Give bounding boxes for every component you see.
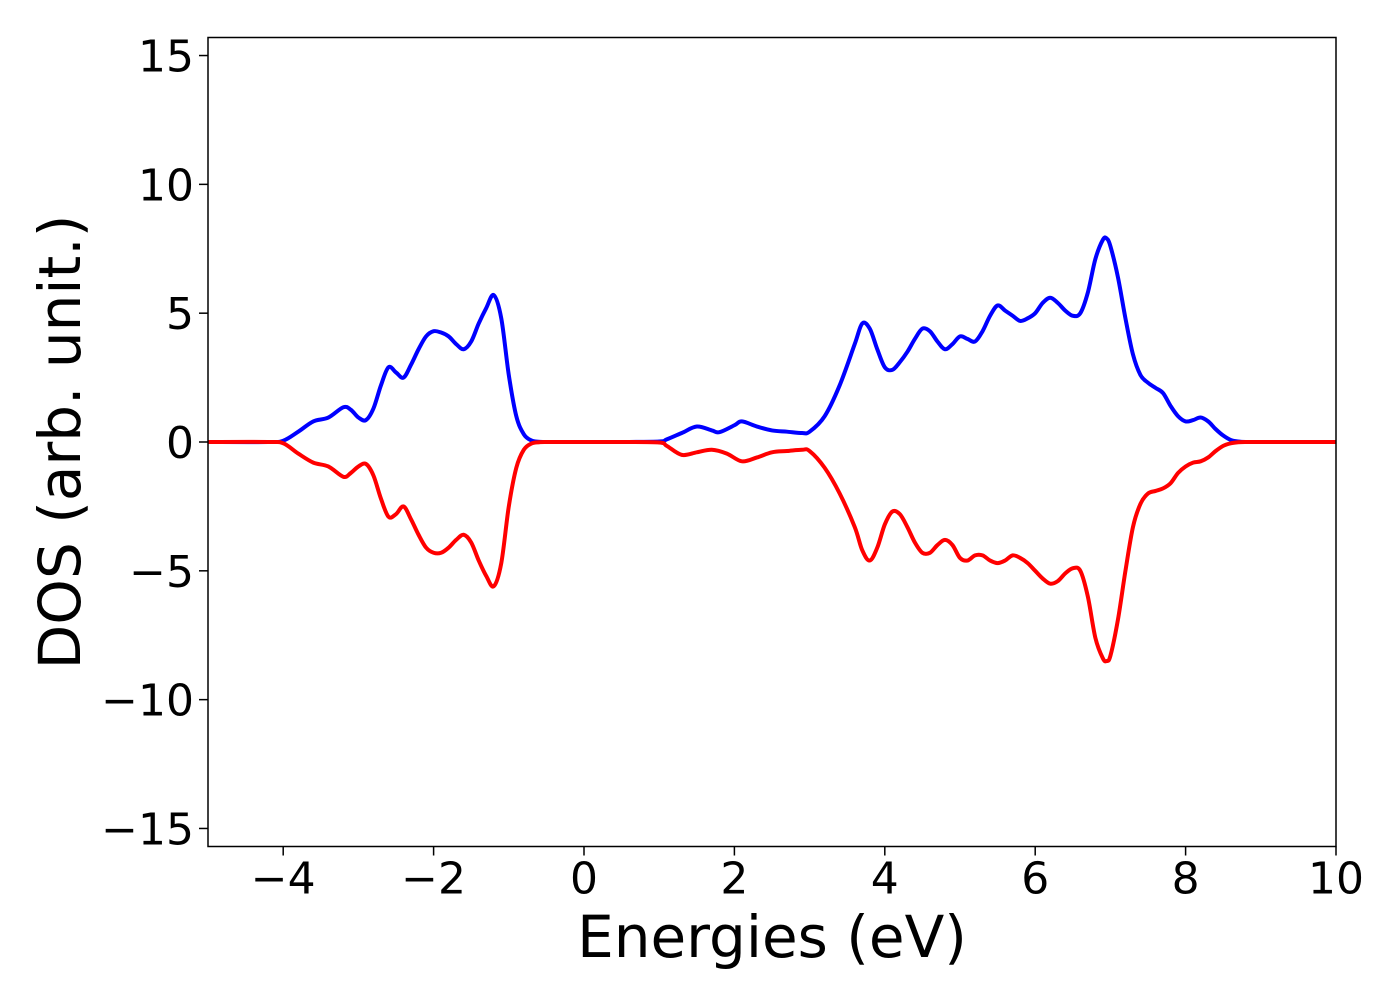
y-tick-label: 0: [166, 418, 194, 469]
x-tick-label: 4: [871, 854, 899, 905]
x-tick-label: 8: [1172, 854, 1200, 905]
x-tick-label: 2: [720, 854, 748, 905]
y-tick-label: −10: [101, 676, 194, 727]
y-tick-label: 15: [138, 32, 194, 83]
x-tick-label: 6: [1021, 854, 1049, 905]
x-tick-label: −2: [401, 854, 466, 905]
x-axis-ticks: −4 −2 0 2 4 6 8 10: [251, 846, 1364, 905]
y-tick-label: 5: [166, 289, 194, 340]
y-axis-label: DOS (arb. unit.): [26, 215, 94, 670]
x-axis-label: Energies (eV): [577, 903, 967, 971]
plot-frame: [207, 36, 1337, 848]
x-tick-label: −4: [251, 854, 316, 905]
x-tick-label: 10: [1308, 854, 1364, 905]
y-tick-label: −5: [129, 547, 194, 598]
x-tick-label: 0: [570, 854, 598, 905]
y-tick-label: 10: [138, 160, 194, 211]
series-layer: [207, 235, 1336, 664]
y-axis-ticks: 15 10 5 0 −5 −10 −15: [101, 32, 208, 855]
y-tick-label: −15: [101, 804, 194, 855]
dos-spin-up-line: [207, 235, 1336, 445]
dos-spin-down-line: [207, 439, 1336, 664]
